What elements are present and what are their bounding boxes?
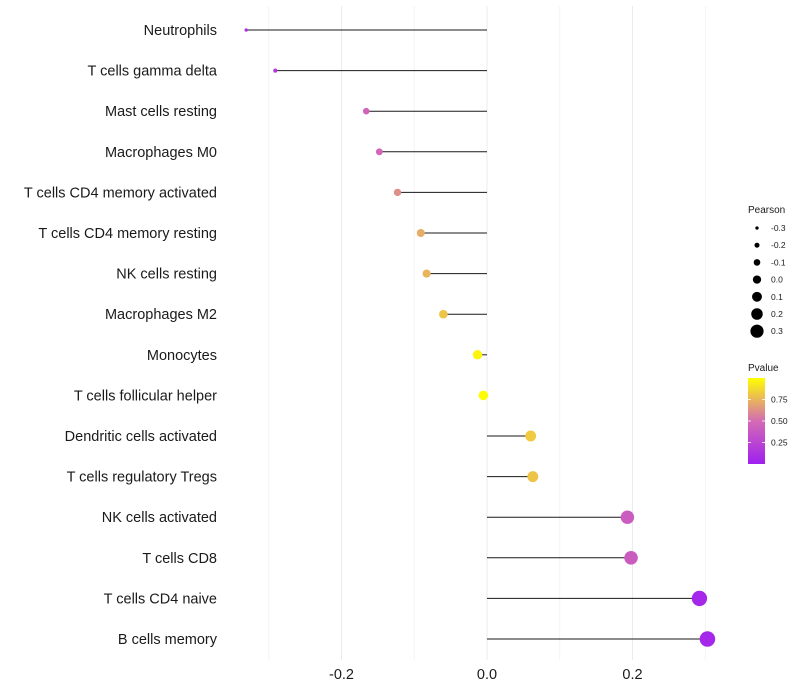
lollipop-point	[362, 107, 370, 115]
category-label: T cells CD4 memory activated	[24, 185, 217, 201]
size-legend: Pearson -0.3 -0.2 -0.1 0.0 0.1 0.2 0.3	[748, 205, 786, 338]
color-legend-ticks: 0.75 0.50 0.25	[748, 395, 788, 448]
lollipop-point	[375, 148, 383, 156]
category-label: NK cells activated	[102, 510, 217, 526]
category-label: B cells memory	[118, 632, 218, 648]
lollipop-point	[691, 590, 708, 607]
size-legend-key	[754, 242, 760, 248]
size-legend-label: 0.1	[771, 292, 783, 302]
size-legend-key	[751, 308, 763, 320]
category-labels: Neutrophils T cells gamma delta Mast cells…	[24, 23, 218, 648]
lollipop-point	[422, 269, 431, 278]
size-legend-label: 0.2	[771, 309, 783, 319]
category-label: Macrophages M0	[105, 145, 217, 161]
color-legend: Pvalue 0.75 0.50 0.25	[748, 363, 788, 464]
size-legend-label: -0.3	[771, 223, 786, 233]
size-legend-key	[752, 291, 762, 302]
lollipop-point	[273, 68, 278, 73]
size-legend-label: -0.2	[771, 240, 786, 250]
lollipop-point	[416, 229, 425, 237]
color-legend-label: 0.25	[771, 438, 788, 448]
color-legend-label: 0.75	[771, 395, 788, 405]
color-legend-bar	[748, 378, 765, 464]
category-label: T cells regulatory Tregs	[67, 470, 217, 486]
grid-lines	[268, 6, 706, 660]
lollipop-point	[620, 510, 635, 524]
category-label: Monocytes	[147, 348, 217, 364]
category-label: Neutrophils	[144, 23, 217, 39]
lollipop-point	[478, 390, 489, 401]
lollipop-stems	[246, 29, 708, 640]
x-tick-label: -0.2	[329, 667, 354, 683]
category-label: Mast cells resting	[105, 104, 217, 120]
category-label: NK cells resting	[116, 267, 217, 283]
size-legend-label: -0.1	[771, 257, 786, 267]
color-legend-label: 0.50	[771, 416, 788, 426]
x-tick-label: 0.2	[622, 667, 642, 683]
lollipop-point	[244, 28, 248, 32]
lollipop-point	[439, 309, 448, 319]
lollipop-point	[624, 551, 638, 565]
category-label: T cells gamma delta	[88, 64, 218, 80]
size-legend-label: 0.3	[771, 326, 783, 336]
size-legend-key	[755, 226, 759, 230]
lollipop-point	[393, 188, 402, 197]
category-label: Dendritic cells activated	[65, 429, 217, 445]
lollipop-point	[699, 631, 716, 647]
lollipop-point	[525, 430, 537, 442]
category-label: T cells CD4 naive	[104, 591, 217, 607]
size-legend-key	[753, 259, 761, 266]
size-legend-key	[752, 275, 762, 284]
size-legend-label: 0.0	[771, 275, 783, 285]
category-label: T cells CD4 memory resting	[38, 226, 217, 242]
category-label: T cells CD8	[142, 551, 217, 567]
category-label: T cells follicular helper	[74, 388, 217, 404]
x-axis-ticks: -0.2 0.0 0.2	[329, 667, 643, 683]
size-legend-title: Pearson	[748, 205, 785, 216]
lollipop-points	[244, 28, 716, 647]
lollipop-point	[527, 471, 539, 483]
size-legend-key	[750, 324, 764, 338]
lollipop-point	[472, 350, 483, 360]
color-legend-title: Pvalue	[748, 363, 779, 374]
category-label: Macrophages M2	[105, 307, 217, 323]
x-tick-label: 0.0	[477, 667, 497, 683]
